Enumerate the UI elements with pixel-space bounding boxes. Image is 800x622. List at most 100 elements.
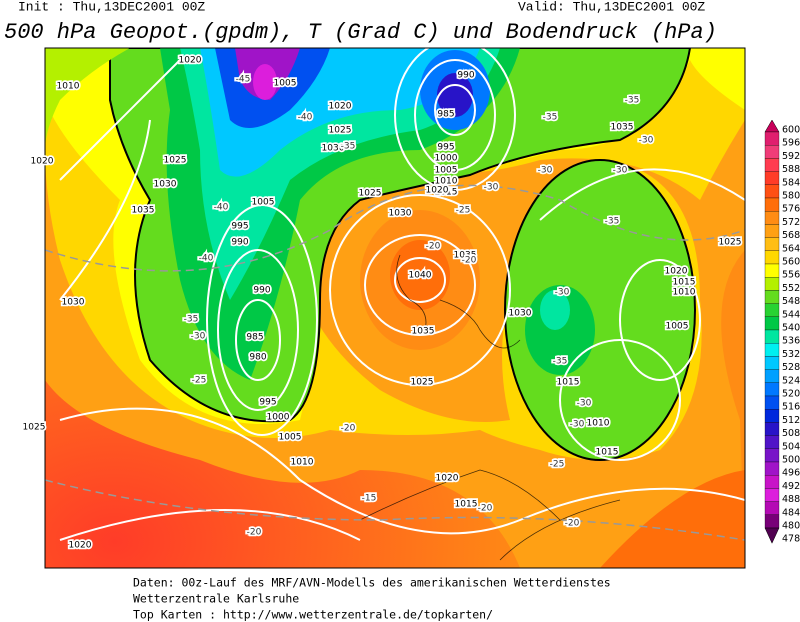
colorbar-swatch [764,224,780,238]
colorbar-label: 580 [782,191,800,202]
isobar-label: 1010 [57,82,80,92]
isobar-label: 1020 [179,56,202,66]
colorbar-swatch [764,145,780,159]
colorbar-label: 576 [782,204,800,215]
isobar-label: 1040 [409,271,432,281]
colorbar-label: 540 [782,323,800,334]
colorbar-label: 596 [782,138,800,149]
colorbar-swatch [764,158,780,172]
temperature-label: -35 [184,315,199,325]
colorbar-swatch [764,369,780,383]
isobar-label: 1025 [164,156,187,166]
isobar-label: 1010 [673,288,696,298]
temperature-label: -30 [538,166,553,176]
temperature-label: -35 [543,113,558,123]
colorbar-swatch [764,329,780,344]
colorbar-swatch [764,237,780,251]
colorbar-label: 484 [782,507,800,518]
temperature-label: -30 [577,399,592,409]
isobar-label: 1025 [719,238,742,248]
temperature-label: -25 [550,460,565,470]
colorbar-swatch [764,514,780,529]
isobar-label: 1010 [587,419,610,429]
temperature-label: -20 [341,424,356,434]
colorbar-label: 496 [782,468,800,479]
temperature-label: -25 [192,376,207,386]
isobar-label: 1005 [666,322,689,332]
init-time: Init : Thu,13DEC2001 00Z [18,0,205,14]
colorbar-swatch [764,475,780,489]
footer-line: Daten: 00z-Lauf des MRF/AVN-Modells des … [133,576,611,590]
colorbar-label: 528 [782,362,800,373]
colorbar-label: 516 [782,402,800,413]
temperature-label: -30 [555,288,570,298]
isobar-label: 1030 [389,209,412,219]
footer-line: Wetterzentrale Karlsruhe [133,592,299,606]
isobar-label: 990 [231,238,248,248]
isobar-label: 1020 [665,267,688,277]
colorbar-swatch [764,131,780,146]
colorbar-label: 588 [782,164,800,175]
colorbar-swatch [764,197,780,212]
temperature-label: -40 [298,113,313,123]
colorbar-label: 544 [782,309,800,320]
isobar-label: 1020 [426,186,449,196]
isobar-label: 990 [457,71,474,81]
colorbar-label: 564 [782,243,800,254]
temperature-label: -35 [605,217,620,227]
colorbar-label: 548 [782,296,800,307]
colorbar-label: 504 [782,441,800,452]
temperature-label: -30 [570,420,585,430]
isobar-label: 1005 [252,198,275,208]
colorbar-label: 568 [782,230,800,241]
isobar-label: 1005 [279,433,302,443]
colorbar-swatch [764,290,780,304]
isobar-label: 1030 [509,309,532,319]
isobar-label: 1000 [267,413,290,423]
colorbar-swatch [764,395,780,410]
colorbar-label: 478 [782,534,800,545]
colorbar-label: 480 [782,521,800,532]
isobar-label: 1010 [435,177,458,187]
isobar-label: 1025 [329,126,352,136]
temperature-label: -35 [625,96,640,106]
colorbar-label: 532 [782,349,800,360]
colorbar-label: 520 [782,389,800,400]
isobar-label: 1015 [596,448,619,458]
colorbar-label: 512 [782,415,800,426]
colorbar-label: 492 [782,481,800,492]
isobar-label: 985 [246,333,263,343]
colorbar-label: 572 [782,217,800,228]
colorbar-swatch [764,488,780,502]
temperature-label: -30 [484,183,499,193]
isobar-label: 995 [231,222,248,232]
colorbar-swatch [764,435,780,449]
isobar-label: 1025 [411,378,434,388]
isobar-label: 1025 [359,189,382,199]
isobar-label: 1025 [23,423,46,433]
temperature-label: -30 [191,332,206,342]
colorbar-swatch [764,409,780,423]
map-frame [44,47,746,569]
colorbar-label: 560 [782,257,800,268]
colorbar-swatch [764,343,780,357]
colorbar-swatch [764,448,780,463]
colorbar-cap [764,119,780,133]
isobar-label: 995 [259,398,276,408]
colorbar-label: 556 [782,270,800,281]
temperature-label: -40 [199,254,214,264]
isobar-label: 1020 [436,474,459,484]
colorbar-swatch [764,171,780,185]
colorbar-swatch [764,356,780,370]
isobar-label: 1035 [412,327,435,337]
isobar-label: 1020 [329,102,352,112]
colorbar-swatch [764,184,780,199]
colorbar-swatch [764,211,780,225]
temperature-label: -20 [247,528,262,538]
temperature-label: -45 [236,75,251,85]
colorbar-label: 584 [782,177,800,188]
isobar-label: 1020 [31,157,54,167]
colorbar: 600 596 592 588 584 580 576 572 568 564 560 556 552 5… [764,119,800,545]
temperature-label: -20 [478,504,493,514]
colorbar-label: 500 [782,455,800,466]
